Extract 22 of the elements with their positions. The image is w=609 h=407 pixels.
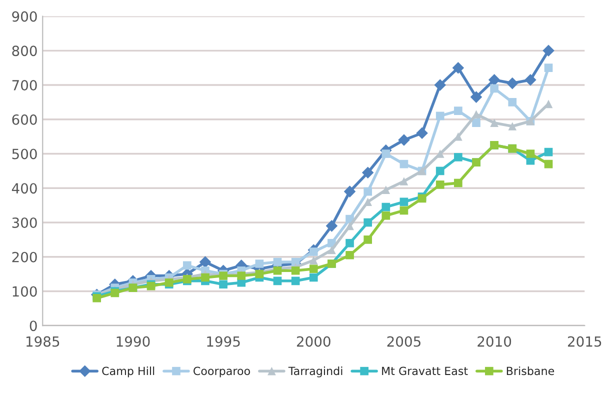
legend-label: Coorparoo (194, 366, 250, 378)
x-tick-label: 2000 (296, 336, 330, 347)
y-tick-label: 600 (12, 114, 37, 125)
y-tick-label: 100 (12, 286, 37, 297)
legend-label: Camp Hill (102, 366, 154, 378)
y-tick-label: 700 (12, 80, 37, 90)
y-tick-label: 0 (30, 320, 37, 332)
y-tick-label: 800 (12, 46, 37, 56)
y-tick-label: 400 (12, 183, 37, 194)
y-tick-label: 300 (12, 217, 37, 228)
y-tick-label: 200 (12, 252, 37, 262)
x-tick-label: 1995 (207, 336, 240, 347)
x-tick-label: 2015 (568, 336, 602, 347)
legend-label: Brisbane (506, 366, 554, 376)
legend-label: Mt Gravatt East (382, 366, 468, 376)
x-tick-label: 2005 (387, 336, 420, 347)
y-tick-label: 900 (12, 11, 37, 22)
y-tick-label: 500 (12, 148, 37, 160)
x-tick-label: 1985 (26, 336, 60, 347)
legend-label: Tarragindi (288, 366, 342, 378)
x-tick-label: 1990 (116, 336, 150, 347)
x-tick-label: 2010 (478, 336, 512, 347)
